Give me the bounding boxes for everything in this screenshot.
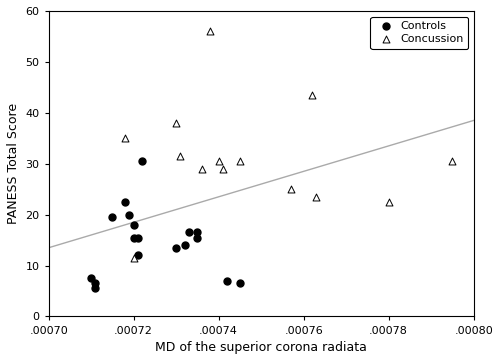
Concussion xyxy=(384,199,392,205)
Concussion xyxy=(176,153,184,159)
X-axis label: MD of the superior corona radiata: MD of the superior corona radiata xyxy=(155,341,367,354)
Concussion xyxy=(312,194,320,200)
Controls xyxy=(194,230,202,235)
Controls xyxy=(130,222,138,228)
Controls xyxy=(108,214,116,220)
Controls xyxy=(223,278,231,284)
Concussion xyxy=(308,92,316,98)
Controls xyxy=(138,158,146,164)
Concussion xyxy=(198,166,205,172)
Controls xyxy=(194,235,202,240)
Concussion xyxy=(448,158,456,164)
Controls xyxy=(121,199,129,205)
Controls xyxy=(185,230,193,235)
Legend: Controls, Concussion: Controls, Concussion xyxy=(370,17,468,49)
Controls xyxy=(180,242,188,248)
Controls xyxy=(172,245,180,251)
Controls xyxy=(92,286,100,291)
Concussion xyxy=(206,29,214,34)
Concussion xyxy=(219,166,227,172)
Y-axis label: PANESS Total Score: PANESS Total Score xyxy=(7,103,20,224)
Controls xyxy=(134,235,142,240)
Controls xyxy=(236,280,244,286)
Concussion xyxy=(214,158,222,164)
Concussion xyxy=(130,255,138,261)
Controls xyxy=(130,235,138,240)
Concussion xyxy=(121,135,129,141)
Controls xyxy=(92,280,100,286)
Concussion xyxy=(236,158,244,164)
Concussion xyxy=(172,120,180,126)
Concussion xyxy=(287,186,295,192)
Controls xyxy=(126,212,134,218)
Controls xyxy=(87,275,95,281)
Controls xyxy=(134,252,142,258)
